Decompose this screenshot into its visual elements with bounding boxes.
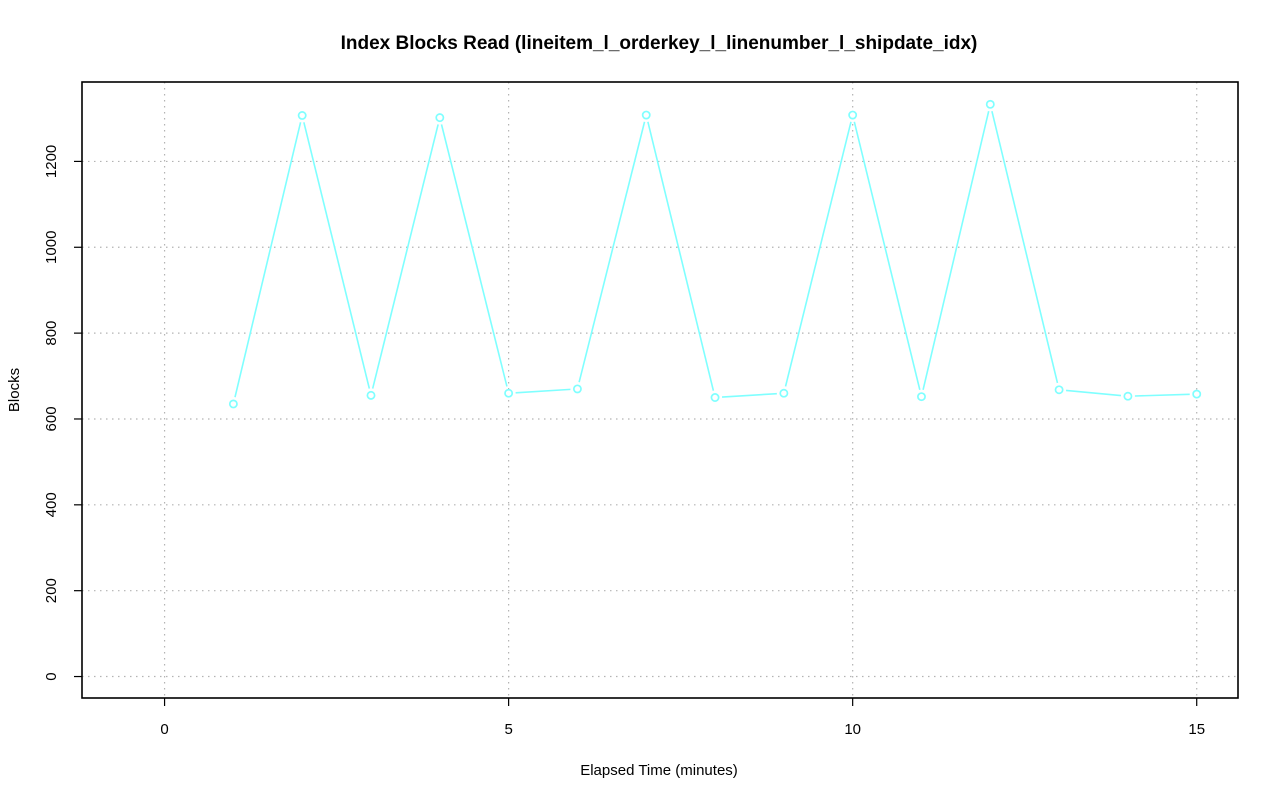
y-tick-label: 1000 xyxy=(43,231,60,264)
data-point xyxy=(710,393,720,402)
series-line-segment xyxy=(853,121,921,391)
data-point xyxy=(848,110,858,120)
series-line-segment xyxy=(1065,389,1122,397)
series-line-segment xyxy=(1134,393,1190,397)
data-point xyxy=(1123,391,1133,401)
data-point xyxy=(572,384,582,394)
y-axis-label: Blocks xyxy=(6,368,23,412)
data-point xyxy=(641,110,651,120)
y-tick-label: 1200 xyxy=(43,145,60,178)
data-point xyxy=(228,399,238,409)
data-point xyxy=(917,392,926,402)
plot-area-frame xyxy=(81,81,1239,699)
data-point xyxy=(1054,385,1064,395)
series-line-segment xyxy=(922,110,990,391)
data-point xyxy=(985,99,995,109)
series-layer xyxy=(228,99,1202,409)
data-point xyxy=(1192,389,1202,399)
series-line-segment xyxy=(721,392,777,398)
chart-title: Index Blocks Read (lineitem_l_orderkey_l… xyxy=(341,33,978,54)
x-axis: 0 5 10 15 xyxy=(160,698,1205,738)
series-line-segment xyxy=(303,122,371,389)
data-point xyxy=(504,388,514,398)
x-tick-label: 0 xyxy=(160,721,168,738)
series-line-segment xyxy=(784,121,852,387)
series-line-segment xyxy=(515,388,571,394)
y-axis: 0 200 400 600 800 1000 1200 xyxy=(43,145,82,681)
series-line-segment xyxy=(440,124,508,387)
y-tick-label: 400 xyxy=(43,492,60,517)
y-tick-label: 600 xyxy=(43,406,60,431)
x-tick-label: 15 xyxy=(1188,721,1205,738)
series-line-segment xyxy=(647,121,715,391)
y-tick-label: 800 xyxy=(43,321,60,346)
x-tick-label: 10 xyxy=(844,721,861,738)
series-line-segment xyxy=(371,124,439,389)
series-line-segment xyxy=(991,110,1059,384)
y-tick-label: 0 xyxy=(43,672,60,680)
data-point xyxy=(366,390,376,400)
data-point xyxy=(297,111,307,120)
data-point xyxy=(435,113,445,123)
x-tick-label: 5 xyxy=(504,721,512,738)
y-tick-label: 200 xyxy=(43,578,60,603)
series-line-segment xyxy=(234,122,302,398)
grid-lines xyxy=(82,82,1238,698)
data-point xyxy=(779,388,789,398)
series-line-segment xyxy=(578,121,646,383)
x-axis-label: Elapsed Time (minutes) xyxy=(580,762,738,779)
